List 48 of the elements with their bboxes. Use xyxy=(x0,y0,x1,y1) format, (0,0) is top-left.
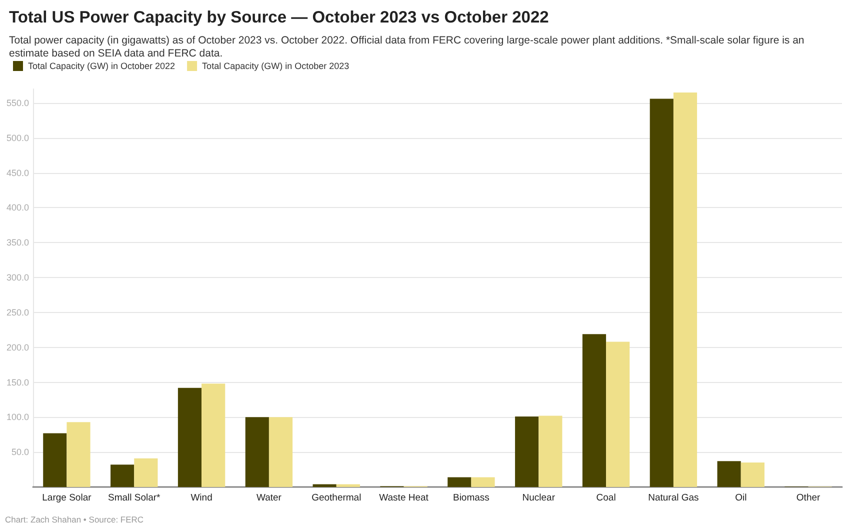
text: Chart: Zach Shahan • Source: FERC xyxy=(5,514,144,524)
bar xyxy=(673,92,698,487)
x-tick-label: Large Solar xyxy=(42,492,92,504)
bar xyxy=(43,433,67,487)
x-tick-label: Nuclear xyxy=(522,492,555,504)
chart-subtitle: Total power capacity (in gigawatts) as of October 2023 vs. October 2022. Official data from FERC covering large-scale power plant additions. *Small-scale solar figure is an estimate based on SEIA data and FERC data. xyxy=(9,34,808,60)
y-tick-label: 200.0 xyxy=(6,342,29,352)
bar xyxy=(448,477,472,487)
y-tick-label: 400.0 xyxy=(6,202,29,213)
x-tick-label: Natural Gas xyxy=(648,492,700,504)
bar xyxy=(717,461,741,487)
x-tick-label: Small Solar* xyxy=(108,492,161,504)
x-tick-label: Other xyxy=(796,492,820,504)
bar xyxy=(471,477,495,487)
bar xyxy=(178,388,202,487)
bar xyxy=(582,334,606,487)
bar xyxy=(245,417,269,487)
bar xyxy=(110,464,134,487)
y-tick-label: 50.0 xyxy=(11,447,29,458)
bar xyxy=(650,98,674,487)
x-tick-label: Geothermal xyxy=(312,492,362,504)
y-tick-label: 100.0 xyxy=(6,412,29,422)
y-tick-label: 550.0 xyxy=(6,98,29,108)
bar xyxy=(268,417,293,487)
y-tick-label: 450.0 xyxy=(6,168,29,178)
x-tick-label: Biomass xyxy=(452,492,490,504)
x-tick-label: Oil xyxy=(735,492,747,504)
y-tick-label: 350.0 xyxy=(6,238,29,248)
x-tick-label: Wind xyxy=(190,492,212,504)
bar xyxy=(202,384,226,487)
bar xyxy=(336,484,360,487)
chart-title: Total US Power Capacity by Source — October 2023 vs October 2022 xyxy=(9,8,549,26)
bar xyxy=(538,416,562,487)
x-tick-label: Waste Heat xyxy=(379,492,429,504)
bar xyxy=(740,462,764,487)
bar xyxy=(606,342,630,487)
bar xyxy=(515,416,539,487)
bar xyxy=(66,422,90,487)
bar xyxy=(312,484,336,487)
legend-label: Total Capacity (GW) in October 2022 xyxy=(28,61,176,71)
x-tick-label: Coal xyxy=(596,492,616,504)
legend-label: Total Capacity (GW) in October 2023 xyxy=(202,61,350,71)
y-tick-label: 250.0 xyxy=(6,307,29,318)
y-tick-label: 150.0 xyxy=(6,377,29,388)
y-tick-label: 300.0 xyxy=(6,272,29,283)
bar xyxy=(134,458,158,487)
x-tick-label: Water xyxy=(256,492,282,504)
y-tick-label: 500.0 xyxy=(6,132,29,143)
